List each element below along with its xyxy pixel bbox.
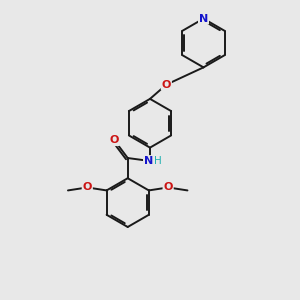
Text: N: N	[144, 156, 153, 166]
Text: H: H	[154, 156, 162, 166]
Text: O: O	[162, 80, 171, 90]
Text: N: N	[199, 14, 208, 24]
Text: O: O	[82, 182, 92, 193]
Text: O: O	[110, 135, 119, 145]
Text: O: O	[164, 182, 173, 193]
